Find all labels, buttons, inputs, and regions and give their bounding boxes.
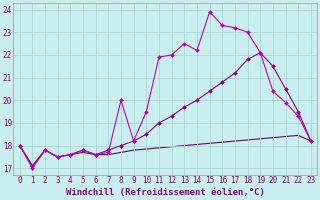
X-axis label: Windchill (Refroidissement éolien,°C): Windchill (Refroidissement éolien,°C) bbox=[66, 188, 265, 197]
